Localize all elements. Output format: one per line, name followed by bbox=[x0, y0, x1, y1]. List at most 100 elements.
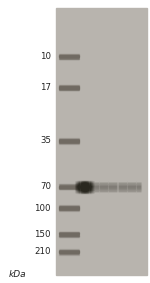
Bar bbox=[59, 208, 79, 209]
Bar bbox=[121, 184, 122, 185]
Bar bbox=[106, 188, 107, 189]
Bar bbox=[112, 189, 113, 190]
Bar bbox=[81, 187, 82, 188]
Bar bbox=[111, 183, 112, 184]
Bar bbox=[59, 254, 79, 255]
Bar bbox=[78, 183, 80, 184]
Bar bbox=[96, 182, 97, 183]
Bar bbox=[109, 191, 110, 192]
Bar bbox=[90, 185, 91, 186]
Bar bbox=[107, 185, 109, 186]
Bar bbox=[91, 183, 92, 184]
Bar bbox=[76, 192, 77, 193]
Bar bbox=[113, 182, 114, 183]
Bar bbox=[59, 89, 79, 90]
Bar bbox=[120, 183, 121, 184]
Bar bbox=[107, 190, 109, 191]
Bar bbox=[86, 189, 87, 190]
Bar bbox=[109, 188, 110, 189]
Bar bbox=[75, 187, 76, 188]
Bar bbox=[110, 182, 111, 183]
Bar bbox=[82, 184, 83, 185]
Bar bbox=[140, 189, 141, 190]
Bar bbox=[140, 184, 141, 185]
Bar bbox=[95, 182, 96, 183]
Bar bbox=[138, 189, 139, 190]
Bar bbox=[120, 190, 121, 191]
Bar bbox=[77, 191, 78, 192]
Bar bbox=[136, 183, 138, 184]
Bar bbox=[113, 187, 114, 188]
Bar bbox=[106, 183, 107, 184]
Bar bbox=[99, 184, 100, 185]
Bar bbox=[83, 181, 84, 182]
Bar bbox=[123, 182, 124, 183]
Bar bbox=[93, 188, 94, 189]
Bar bbox=[110, 186, 111, 187]
Bar bbox=[95, 184, 96, 185]
Bar bbox=[97, 186, 98, 187]
Bar bbox=[93, 192, 94, 193]
Bar bbox=[125, 187, 126, 188]
Bar bbox=[124, 184, 125, 185]
Bar bbox=[120, 186, 121, 187]
Text: 35: 35 bbox=[40, 136, 51, 145]
Bar bbox=[134, 185, 135, 186]
Bar bbox=[114, 183, 115, 184]
Bar bbox=[96, 189, 97, 190]
Bar bbox=[91, 186, 92, 187]
Bar bbox=[124, 189, 125, 190]
Bar bbox=[59, 253, 79, 254]
Bar bbox=[101, 184, 102, 185]
Bar bbox=[117, 187, 119, 188]
Bar bbox=[130, 190, 131, 191]
Bar bbox=[119, 185, 120, 186]
Bar bbox=[59, 58, 79, 59]
Bar bbox=[128, 183, 129, 184]
Bar bbox=[92, 182, 93, 183]
Bar bbox=[107, 182, 109, 183]
Bar bbox=[86, 191, 87, 192]
Bar bbox=[105, 185, 106, 186]
Bar bbox=[106, 186, 107, 187]
Bar bbox=[135, 184, 137, 185]
Bar bbox=[97, 185, 98, 186]
Bar bbox=[93, 191, 94, 192]
Bar bbox=[88, 186, 90, 187]
Bar bbox=[130, 186, 131, 187]
Bar bbox=[102, 189, 103, 190]
Bar bbox=[125, 185, 126, 186]
Bar bbox=[95, 183, 96, 184]
Bar bbox=[114, 185, 115, 186]
Bar bbox=[99, 182, 100, 183]
Bar bbox=[115, 191, 116, 192]
Bar bbox=[75, 190, 76, 191]
Bar bbox=[136, 190, 138, 191]
Bar bbox=[76, 191, 77, 192]
Bar bbox=[87, 191, 88, 192]
Bar bbox=[124, 185, 125, 186]
Bar bbox=[87, 186, 88, 187]
Bar bbox=[95, 185, 96, 186]
Bar bbox=[59, 141, 79, 142]
Bar bbox=[99, 190, 100, 191]
Bar bbox=[133, 185, 134, 186]
Bar bbox=[84, 192, 85, 193]
Bar bbox=[87, 192, 88, 193]
Bar bbox=[75, 188, 76, 189]
Bar bbox=[80, 190, 81, 191]
Bar bbox=[59, 186, 79, 187]
Bar bbox=[92, 181, 93, 182]
Bar bbox=[94, 187, 95, 188]
Bar bbox=[138, 186, 139, 187]
Bar bbox=[103, 190, 104, 191]
Bar bbox=[120, 191, 121, 192]
Bar bbox=[59, 206, 79, 207]
Bar bbox=[96, 184, 97, 185]
Bar bbox=[59, 234, 79, 235]
Bar bbox=[86, 192, 87, 193]
Bar bbox=[82, 187, 83, 188]
Bar bbox=[104, 187, 105, 188]
Bar bbox=[131, 190, 132, 191]
Bar bbox=[93, 185, 94, 186]
